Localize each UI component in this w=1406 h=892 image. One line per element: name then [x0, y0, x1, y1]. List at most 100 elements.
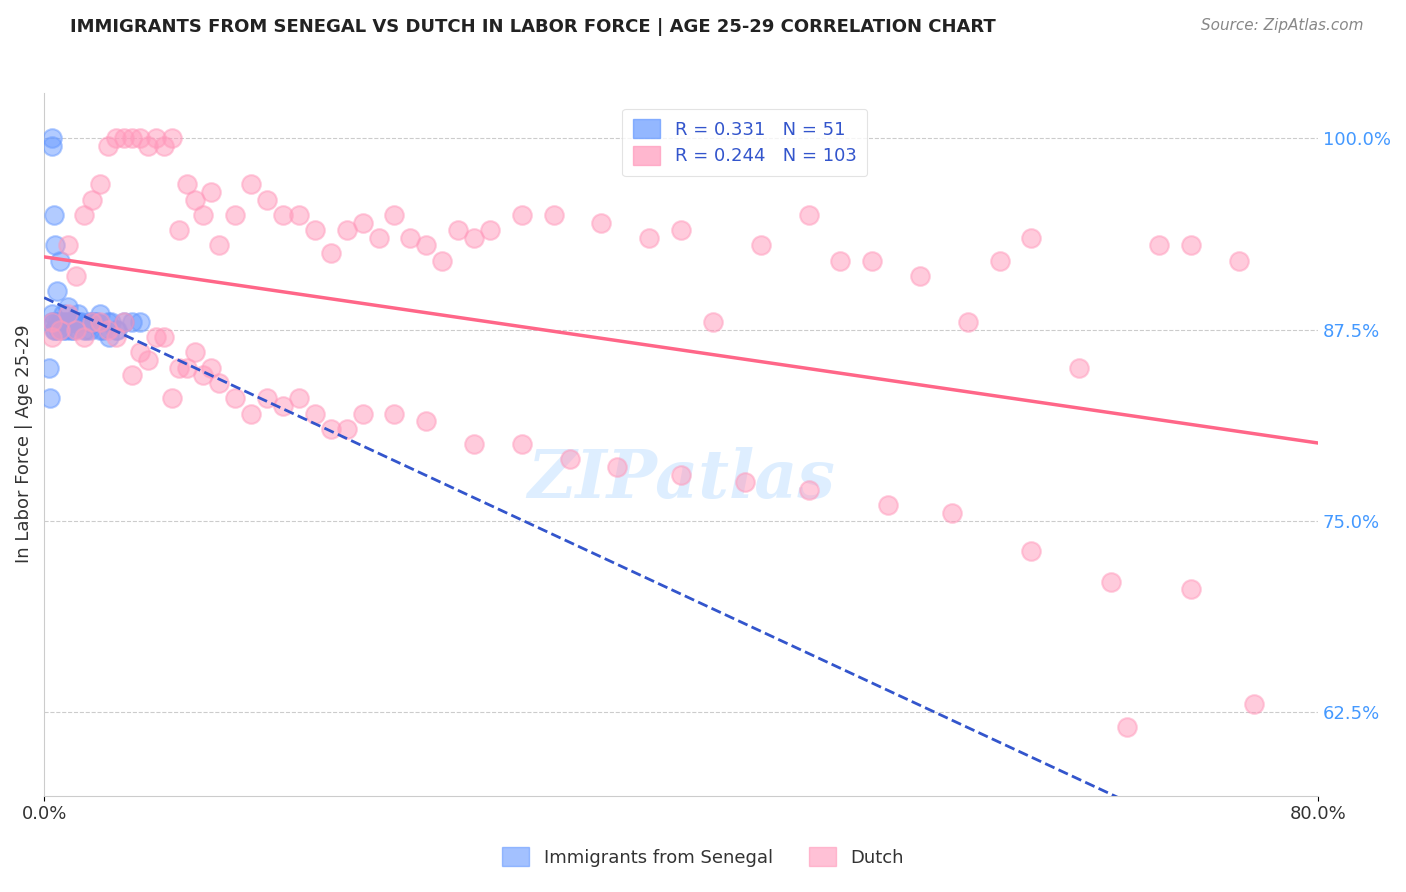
Point	[169, 223, 191, 237]
Point	[336, 422, 359, 436]
Point	[184, 345, 207, 359]
Point	[56, 315, 79, 329]
Point	[415, 238, 437, 252]
Point	[941, 506, 963, 520]
Point	[97, 139, 120, 153]
Point	[447, 223, 470, 237]
Point	[49, 253, 72, 268]
Point	[136, 353, 159, 368]
Point	[877, 499, 900, 513]
Point	[160, 131, 183, 145]
Point	[304, 407, 326, 421]
Point	[77, 315, 100, 329]
Point	[384, 208, 406, 222]
Point	[193, 368, 215, 383]
Point	[89, 322, 111, 336]
Point	[510, 437, 533, 451]
Point	[45, 285, 67, 299]
Point	[463, 437, 485, 451]
Point	[105, 322, 128, 336]
Point	[1021, 544, 1043, 558]
Point	[797, 483, 820, 497]
Point	[638, 231, 661, 245]
Point	[62, 315, 84, 329]
Point	[830, 253, 852, 268]
Point	[73, 322, 96, 336]
Point	[128, 131, 150, 145]
Point	[384, 407, 406, 421]
Point	[749, 238, 772, 252]
Point	[510, 208, 533, 222]
Point	[79, 322, 101, 336]
Legend: R = 0.331   N = 51, R = 0.244   N = 103: R = 0.331 N = 51, R = 0.244 N = 103	[623, 109, 868, 177]
Point	[702, 315, 724, 329]
Point	[1021, 231, 1043, 245]
Point	[52, 322, 75, 336]
Point	[41, 139, 63, 153]
Point	[89, 178, 111, 192]
Point	[160, 392, 183, 406]
Point	[86, 315, 108, 329]
Point	[352, 407, 374, 421]
Point	[145, 330, 167, 344]
Point	[193, 208, 215, 222]
Point	[479, 223, 502, 237]
Point	[52, 307, 75, 321]
Point	[208, 238, 231, 252]
Point	[224, 208, 246, 222]
Point	[39, 392, 62, 406]
Point	[1116, 720, 1139, 734]
Point	[669, 223, 692, 237]
Point	[128, 315, 150, 329]
Point	[152, 330, 174, 344]
Point	[200, 185, 222, 199]
Point	[58, 315, 80, 329]
Point	[591, 215, 613, 229]
Legend: Immigrants from Senegal, Dutch: Immigrants from Senegal, Dutch	[495, 840, 911, 874]
Point	[67, 315, 90, 329]
Point	[240, 407, 263, 421]
Point	[121, 131, 143, 145]
Point	[65, 322, 87, 336]
Point	[49, 315, 72, 329]
Point	[288, 208, 311, 222]
Point	[56, 300, 79, 314]
Point	[60, 322, 83, 336]
Point	[1227, 253, 1250, 268]
Y-axis label: In Labor Force | Age 25-29: In Labor Force | Age 25-29	[15, 325, 32, 564]
Point	[240, 178, 263, 192]
Text: Source: ZipAtlas.com: Source: ZipAtlas.com	[1201, 18, 1364, 33]
Point	[415, 414, 437, 428]
Point	[432, 253, 454, 268]
Point	[288, 392, 311, 406]
Point	[121, 368, 143, 383]
Point	[49, 322, 72, 336]
Point	[42, 322, 65, 336]
Point	[42, 208, 65, 222]
Point	[48, 322, 70, 336]
Point	[104, 330, 127, 344]
Point	[200, 360, 222, 375]
Point	[463, 231, 485, 245]
Point	[669, 467, 692, 482]
Point	[208, 376, 231, 390]
Point	[1180, 582, 1202, 597]
Point	[367, 231, 389, 245]
Point	[56, 307, 79, 321]
Point	[65, 315, 87, 329]
Point	[121, 315, 143, 329]
Point	[41, 307, 63, 321]
Point	[80, 315, 103, 329]
Point	[176, 360, 198, 375]
Point	[1243, 697, 1265, 711]
Point	[860, 253, 883, 268]
Point	[1180, 238, 1202, 252]
Point	[89, 307, 111, 321]
Point	[988, 253, 1011, 268]
Point	[352, 215, 374, 229]
Point	[136, 139, 159, 153]
Point	[62, 322, 84, 336]
Point	[304, 223, 326, 237]
Point	[42, 315, 65, 329]
Point	[271, 399, 294, 413]
